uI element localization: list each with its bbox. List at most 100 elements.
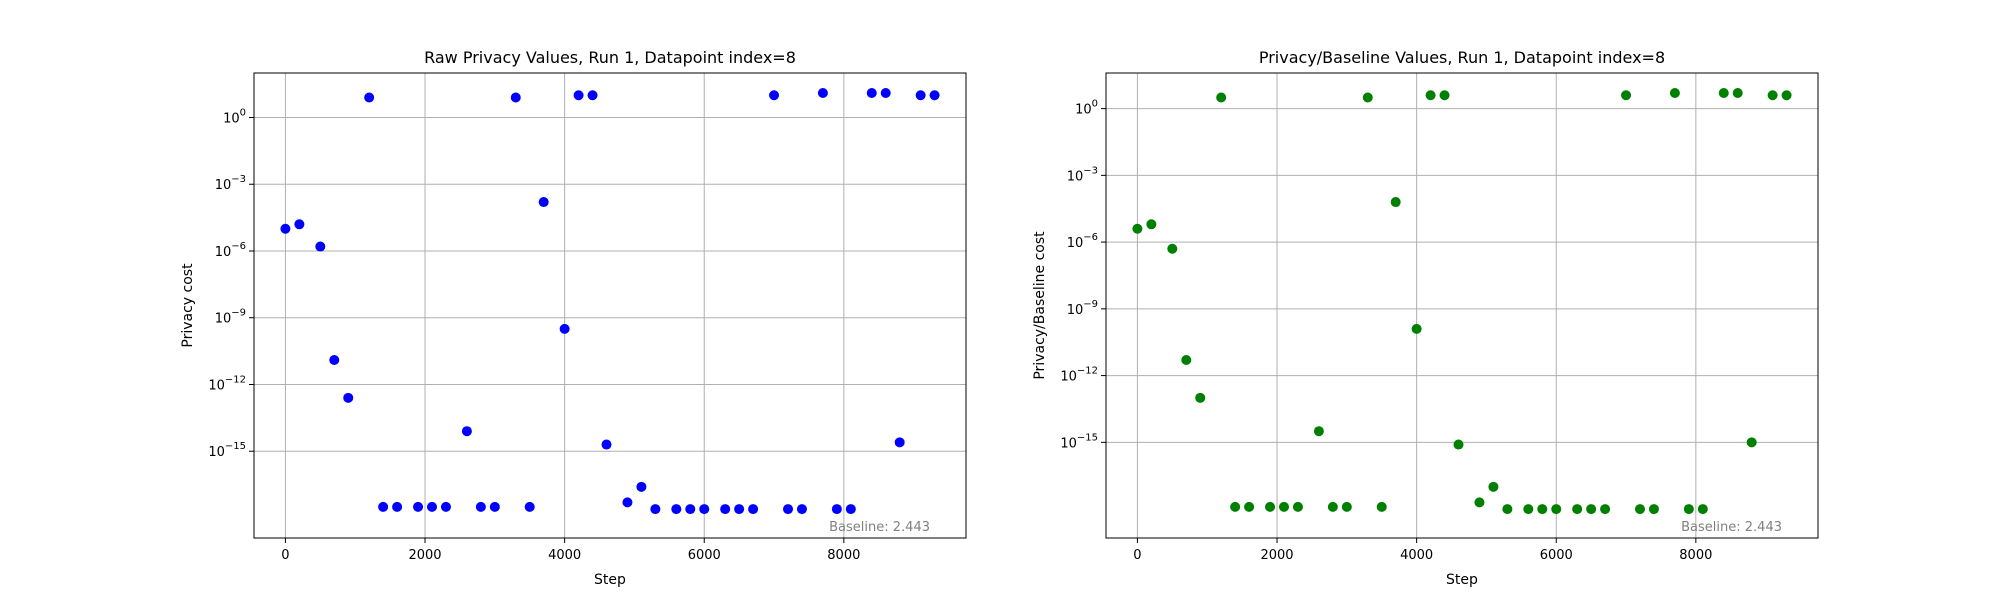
y-tick-label: 10−12 <box>208 374 246 393</box>
data-point <box>1683 504 1694 515</box>
data-point <box>1313 426 1324 437</box>
data-point <box>1635 504 1645 515</box>
x-axis-label: Step <box>1446 572 1478 588</box>
data-point <box>671 504 682 515</box>
data-point <box>1439 90 1450 101</box>
y-tick-label: 10−6 <box>1067 232 1098 251</box>
data-point <box>1537 504 1548 515</box>
data-point <box>1132 223 1143 234</box>
data-point <box>1718 88 1729 99</box>
data-point <box>587 90 598 101</box>
data-point <box>748 504 759 515</box>
x-tick-label: 8000 <box>1679 548 1712 563</box>
data-point <box>343 392 354 403</box>
data-point <box>1523 504 1534 515</box>
data-point <box>1292 501 1303 512</box>
data-point <box>929 90 940 101</box>
y-tick-label: 10−12 <box>1060 366 1098 385</box>
data-point <box>1244 501 1255 512</box>
data-point <box>559 323 570 334</box>
data-point <box>1195 392 1206 403</box>
plot-frame <box>1105 72 1819 539</box>
y-tick-label: 100 <box>1075 99 1098 118</box>
data-point <box>831 504 842 515</box>
data-point <box>636 481 647 492</box>
x-tick-label: 4000 <box>1400 548 1433 563</box>
data-point <box>1265 501 1276 512</box>
y-tick-label: 10−9 <box>1067 299 1098 318</box>
x-tick-label: 6000 <box>688 548 721 563</box>
data-point <box>1648 504 1659 515</box>
y-axis-label: Privacy/Baseline cost <box>1032 231 1048 380</box>
data-point <box>510 92 521 103</box>
data-point <box>1600 504 1611 515</box>
raw-privacy-chart: 0 2000 4000 6000 8000 100 10−3 10−6 10−9 10−12 10−… <box>0 0 1000 600</box>
data-point <box>769 90 780 101</box>
x-tick-label: 8000 <box>827 548 860 563</box>
data-point <box>315 241 326 252</box>
x-tick-label: 0 <box>281 548 289 563</box>
data-point <box>1279 501 1289 512</box>
x-tick-label: 0 <box>1133 548 1141 563</box>
data-point <box>378 501 389 512</box>
data-point <box>1216 92 1227 103</box>
data-point <box>1376 501 1387 512</box>
data-point <box>475 501 486 512</box>
grid-lines <box>254 73 966 538</box>
data-point <box>915 90 926 101</box>
data-points <box>280 88 940 515</box>
data-points <box>1132 88 1792 515</box>
x-tick-label: 4000 <box>548 548 581 563</box>
data-point <box>1425 90 1436 101</box>
x-tick-label: 6000 <box>1540 548 1573 563</box>
data-point <box>685 504 696 515</box>
data-point <box>1327 501 1338 512</box>
data-point <box>1669 88 1680 99</box>
data-point <box>329 355 340 366</box>
data-point <box>1697 504 1708 515</box>
data-point <box>1411 323 1422 334</box>
y-tick-label: 10−3 <box>1067 165 1098 184</box>
chart-background <box>0 0 1000 600</box>
data-point <box>622 497 633 508</box>
data-point <box>1390 197 1401 208</box>
data-point <box>294 219 305 230</box>
data-point <box>894 437 905 448</box>
tick-marks: 0 2000 4000 6000 8000 100 10−3 10−6 10−9 10−12 10−… <box>208 107 860 563</box>
data-point <box>538 197 549 208</box>
data-point <box>1746 437 1757 448</box>
data-point <box>440 501 451 512</box>
data-point <box>1551 504 1562 515</box>
data-point <box>280 223 291 234</box>
data-point <box>573 90 584 101</box>
y-tick-label: 10−6 <box>215 241 246 260</box>
data-point <box>461 426 472 437</box>
chart-title: Raw Privacy Values, Run 1, Datapoint ind… <box>424 48 796 67</box>
data-point <box>1181 355 1192 366</box>
data-point <box>1572 504 1583 515</box>
data-point <box>601 439 612 450</box>
data-point <box>1767 90 1778 101</box>
data-point <box>1230 501 1241 512</box>
data-point <box>720 504 731 515</box>
data-point <box>364 92 375 103</box>
data-point <box>1781 90 1792 101</box>
data-point <box>1621 90 1632 101</box>
baseline-annotation: Baseline: 2.443 <box>1681 520 1782 535</box>
data-point <box>1146 219 1157 230</box>
data-point <box>1453 439 1464 450</box>
x-axis-label: Step <box>594 572 626 588</box>
data-point <box>880 88 891 99</box>
data-point <box>1502 504 1513 515</box>
data-point <box>489 501 500 512</box>
baseline-annotation: Baseline: 2.443 <box>829 520 930 535</box>
y-tick-label: 10−15 <box>1060 432 1098 451</box>
data-point <box>1488 481 1499 492</box>
data-point <box>866 88 877 99</box>
data-point <box>1362 92 1373 103</box>
chart-background <box>1000 0 2000 600</box>
data-point <box>1167 243 1178 254</box>
data-point <box>1732 88 1743 99</box>
